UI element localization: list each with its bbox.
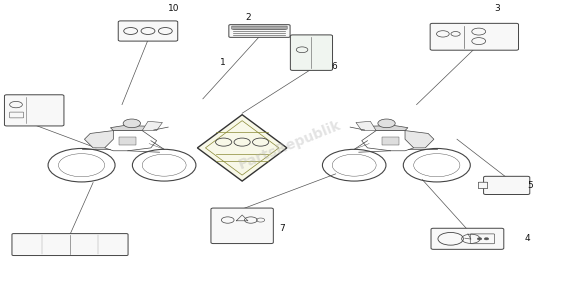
Polygon shape [197, 115, 287, 181]
FancyBboxPatch shape [211, 208, 273, 244]
Text: PartsRepublik: PartsRepublik [236, 118, 343, 172]
FancyBboxPatch shape [431, 228, 504, 249]
Text: 1: 1 [220, 58, 226, 67]
FancyBboxPatch shape [290, 35, 332, 70]
Polygon shape [111, 125, 148, 130]
Circle shape [123, 119, 141, 128]
FancyBboxPatch shape [478, 182, 488, 188]
Polygon shape [85, 130, 113, 148]
FancyBboxPatch shape [483, 176, 530, 195]
Text: 7: 7 [280, 224, 285, 233]
FancyBboxPatch shape [5, 95, 64, 126]
FancyBboxPatch shape [430, 23, 519, 50]
Circle shape [378, 119, 395, 128]
Circle shape [477, 238, 482, 240]
Text: 10: 10 [168, 4, 179, 13]
Text: 3: 3 [494, 4, 500, 13]
FancyBboxPatch shape [229, 25, 290, 37]
Text: 6: 6 [332, 62, 338, 71]
FancyBboxPatch shape [12, 234, 128, 255]
Text: 2: 2 [245, 13, 251, 22]
FancyBboxPatch shape [232, 26, 287, 29]
Polygon shape [142, 121, 163, 130]
Text: 5: 5 [527, 181, 533, 190]
Text: 4: 4 [525, 234, 530, 243]
Polygon shape [371, 125, 408, 130]
FancyBboxPatch shape [118, 21, 178, 41]
Circle shape [484, 238, 489, 240]
Polygon shape [382, 137, 400, 145]
Polygon shape [405, 130, 434, 148]
Polygon shape [119, 137, 137, 145]
Polygon shape [356, 121, 376, 130]
